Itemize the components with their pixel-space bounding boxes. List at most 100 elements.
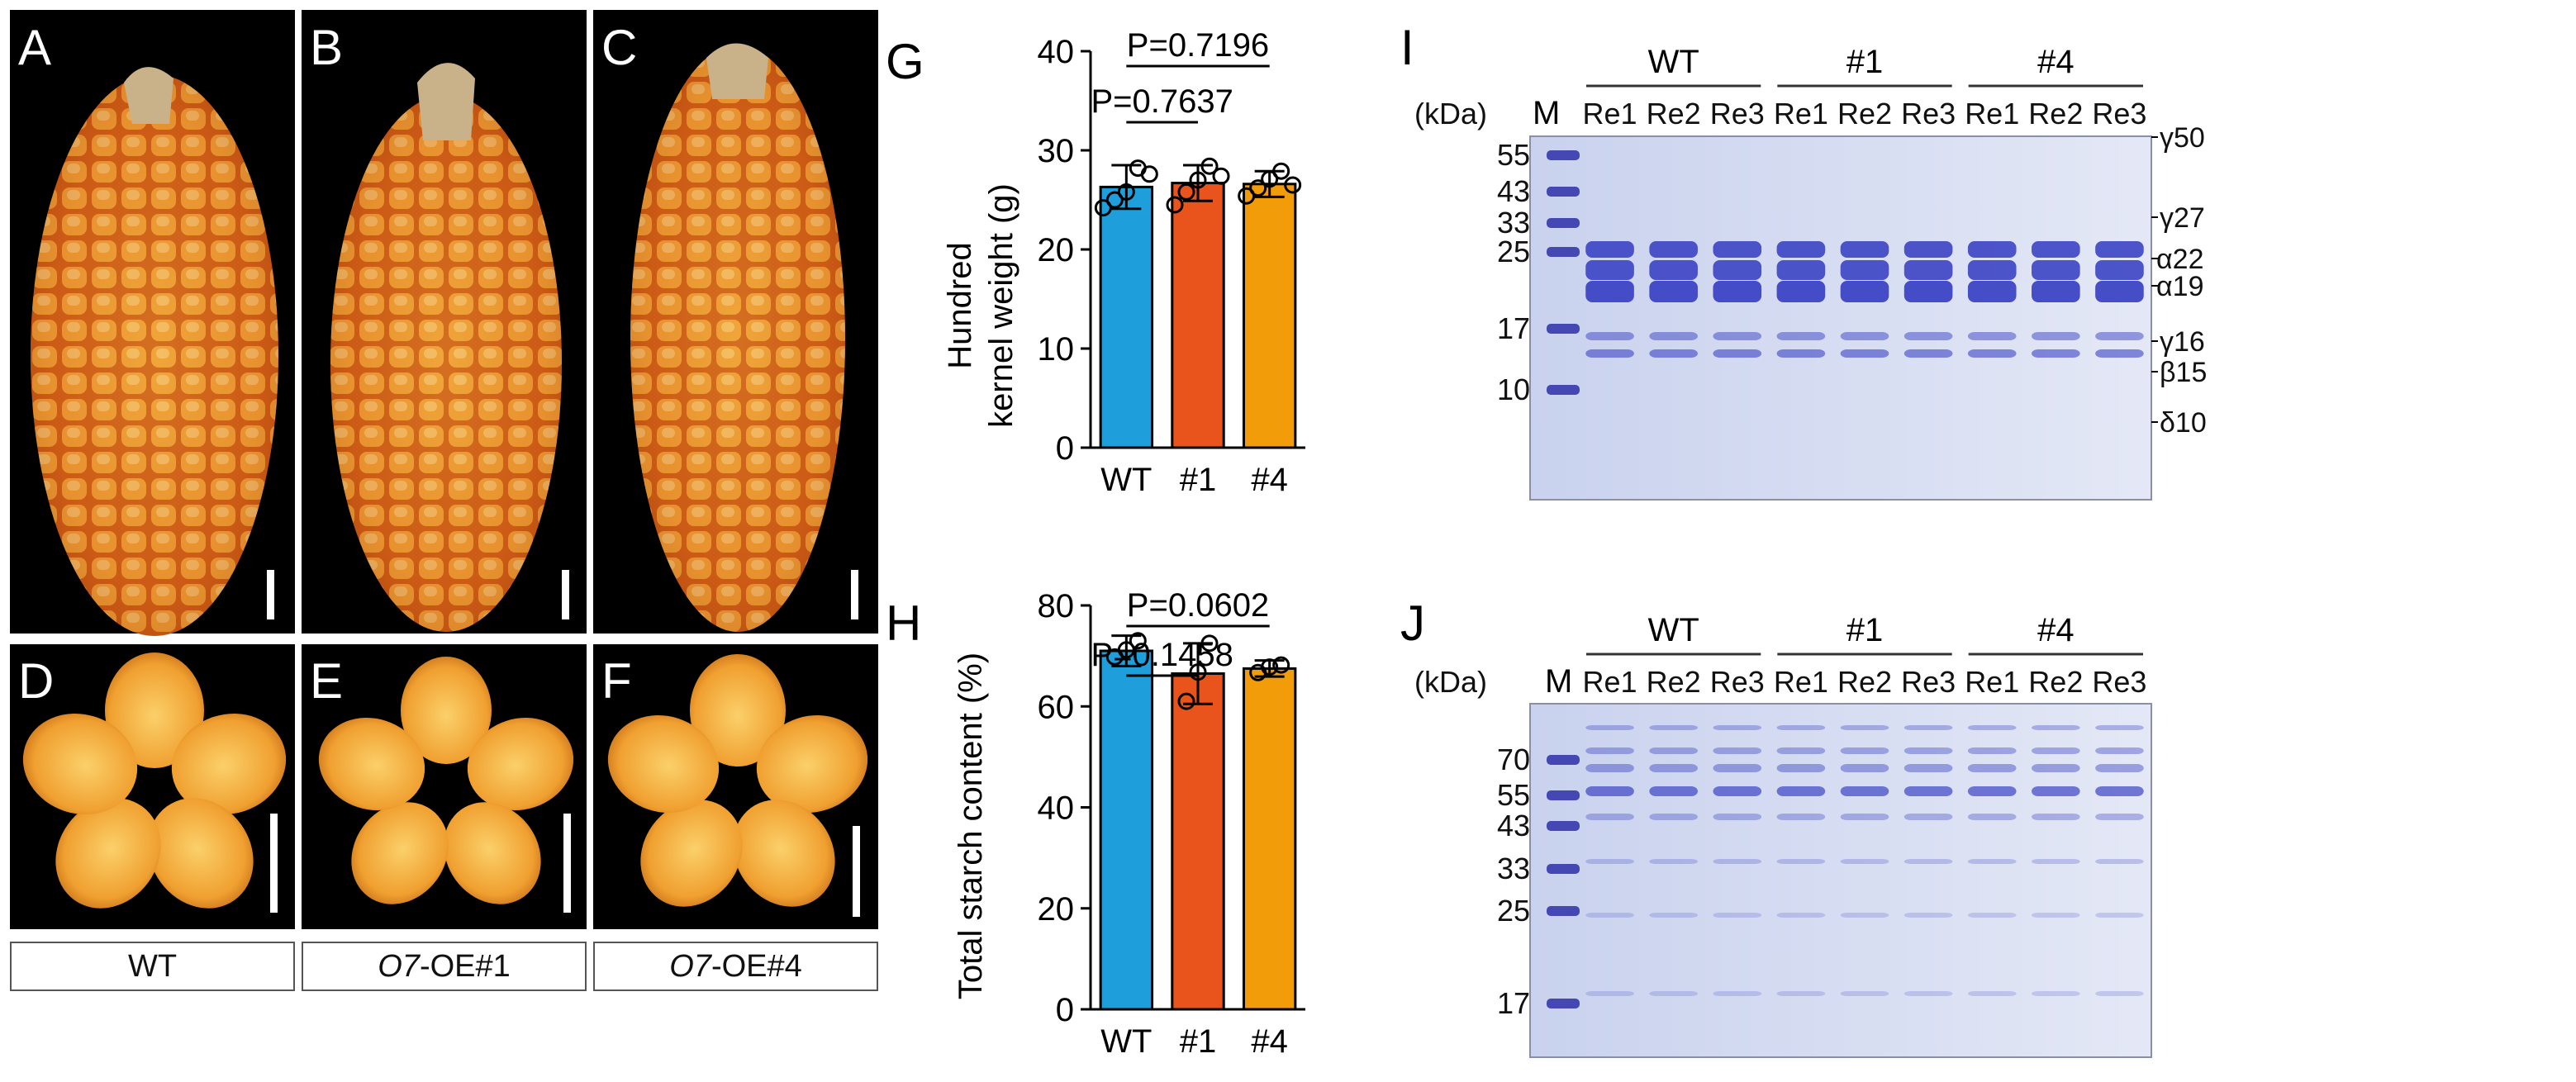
protein-band [1840,725,1889,730]
protein-band [1776,281,1826,302]
protein-band [2095,241,2144,258]
protein-band [1713,725,1762,730]
protein-band [1967,814,2017,820]
group-label: WT [1648,612,1699,648]
protein-band [1776,913,1826,918]
mw-label: 17 [1497,986,1530,1020]
protein-band [1649,281,1698,302]
husk-tip [417,63,475,140]
gel-image [1529,703,2152,1058]
lane-label: Re2 [1647,665,1701,699]
panel-c: C [593,10,878,634]
bar [1242,667,1297,1011]
bar [1242,183,1297,449]
mw-label: 33 [1497,206,1530,240]
mw-label: 55 [1497,778,1530,812]
y-tick-label: 0 [1056,992,1074,1028]
kernel-ring-wt [22,653,287,909]
lane-label: Re3 [1710,97,1765,131]
mw-label: 25 [1497,894,1530,928]
protein-band [1903,260,1953,280]
zein-label: α22 [2156,244,2203,275]
data-point [1189,663,1207,681]
protein-band [1903,913,1953,918]
protein-band [1713,349,1762,358]
lane-label: Re2 [1837,665,1892,699]
data-point [1261,170,1279,188]
p-value-label: P=0.1458 [1091,637,1233,673]
x-tick-label: #4 [1251,462,1288,498]
bar [1171,182,1225,449]
genotype-label-oe1: O7 -OE#1 [302,942,587,991]
marker-band [1547,821,1580,831]
panel-letter-j: J [1400,596,1425,651]
protein-band [1585,725,1634,730]
zein-label: γ16 [2160,326,2205,358]
x-tick-label: #4 [1251,1023,1288,1060]
data-point [1272,162,1290,180]
marker-band [1547,906,1580,916]
chart-h: H Total starch content (%) 0 20 40 60 80 WT #1… [886,587,1305,1060]
protein-band [1649,859,1698,864]
protein-band [1713,281,1762,302]
data-point [1284,176,1302,194]
marker-band [1547,187,1580,197]
protein-band [1967,764,2017,772]
y-tick-label: 20 [1038,891,1075,928]
protein-band [1776,260,1826,280]
panel-letter-d: D [18,653,54,709]
y-tick-label: 40 [1038,34,1075,70]
protein-band [2095,747,2144,754]
data-point [1129,632,1147,650]
protein-band [2032,241,2080,258]
protein-band [1649,349,1698,358]
gel-i: I (kDa) M WT #1 #4 Re1 Re2 Re3 Re1 Re2 Re3 Re1 Re2… [1400,20,2207,501]
bar [1171,672,1225,1011]
genotype-text: WT [127,948,178,984]
protein-band [1840,332,1889,340]
ylabel-line1: Hundred [942,242,978,368]
panel-d: D [10,644,295,929]
marker-band [1547,218,1580,228]
lane-label: Re1 [1965,665,2019,699]
marker-label: M [1545,663,1572,700]
protein-band [1649,332,1698,340]
protein-band [1713,764,1762,772]
protein-band [1840,991,1889,996]
protein-band [1903,725,1953,730]
data-point [1140,165,1158,183]
protein-band [1840,260,1889,280]
protein-band [1967,241,2017,258]
protein-band [1776,241,1826,258]
protein-band [1903,991,1953,996]
marker-band [1547,864,1580,874]
protein-band [1776,332,1826,340]
marker-band [1547,999,1580,1008]
kda-unit: (kDa) [1414,665,1487,699]
protein-band [1585,747,1634,754]
protein-band [2095,991,2144,996]
scale-bar [270,814,278,913]
data-point [1094,199,1112,217]
y-tick-label: 10 [1038,331,1075,368]
protein-band [1713,241,1762,258]
protein-band [1967,747,2017,754]
x-tick-label: #1 [1180,1023,1217,1060]
group-label: #1 [1846,612,1884,648]
p-value-label: P=0.7196 [1127,27,1269,64]
protein-band [2095,764,2144,772]
panel-letter-e: E [310,653,343,709]
data-point [1200,157,1219,175]
marker-label: M [1533,95,1560,131]
protein-band [1585,281,1634,302]
protein-band [2032,725,2080,730]
marker-band [1547,150,1580,160]
protein-band [1713,786,1762,796]
lane-label: Re1 [1774,97,1828,131]
y-tick-label: 20 [1038,232,1075,268]
protein-band [1967,349,2017,358]
protein-band [1903,241,1953,258]
marker-band [1547,324,1580,334]
protein-band [1649,786,1698,796]
line-suffix: -OE#1 [419,948,511,984]
